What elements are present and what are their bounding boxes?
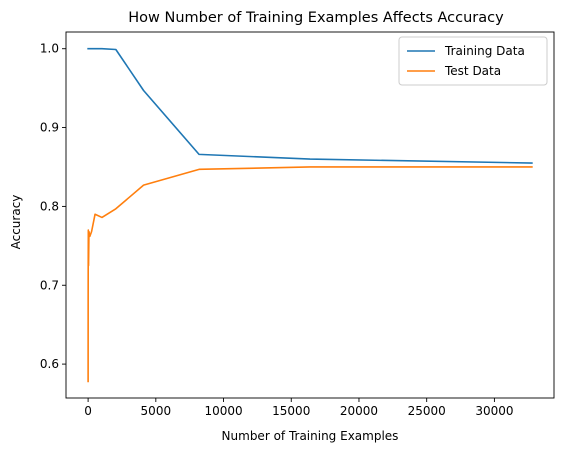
x-tick-label: 30000	[475, 404, 513, 418]
y-tick-label: 1.0	[40, 42, 59, 56]
axes-frame	[65, 31, 555, 399]
y-tick-label: 0.7	[40, 278, 59, 292]
x-tick-label: 15000	[272, 404, 310, 418]
y-tick-label: 0.8	[40, 199, 59, 213]
y-tick-label: 0.6	[40, 357, 59, 371]
legend-label: Training Data	[444, 44, 525, 58]
y-axis-title: Accuracy	[9, 195, 23, 250]
x-tick-label: 10000	[204, 404, 242, 418]
plot-area	[65, 31, 555, 399]
legend: Training Data Test Data	[398, 36, 548, 86]
x-tick-label: 5000	[141, 404, 172, 418]
legend-box	[398, 36, 548, 86]
y-tick-label: 0.9	[40, 121, 59, 135]
series-line-1	[87, 47, 533, 164]
x-axis-title: Number of Training Examples	[222, 429, 399, 443]
legend-label: Test Data	[444, 64, 501, 78]
series-line-2	[87, 166, 533, 383]
x-axis: 0 5000 10000 15000 20000 25000 30000	[84, 398, 514, 418]
y-axis: 0.6 0.7 0.8 0.9 1.0	[40, 42, 66, 371]
x-tick-label: 25000	[408, 404, 446, 418]
x-tick-label: 0	[84, 404, 92, 418]
x-tick-label: 20000	[340, 404, 378, 418]
chart-title: How Number of Training Examples Affects …	[128, 10, 504, 26]
